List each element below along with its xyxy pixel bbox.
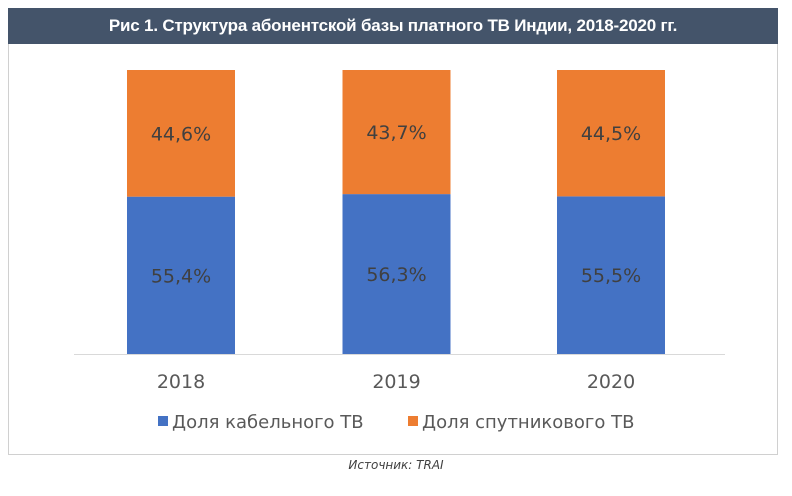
- x-tick-label: 2019: [372, 371, 420, 393]
- data-label: 43,7%: [366, 122, 426, 144]
- bar-satellite-2019: [342, 70, 451, 195]
- data-label: 55,5%: [581, 265, 641, 287]
- bar-satellite-2018: [127, 70, 235, 197]
- data-label: 56,3%: [366, 264, 426, 286]
- bar-satellite-2020: [557, 70, 665, 197]
- data-label: 44,5%: [581, 123, 641, 145]
- chart-title: Рис 1. Структура абонентской базы платно…: [8, 8, 778, 44]
- bar-cable-2020: [557, 196, 665, 354]
- x-tick-label: 2018: [157, 371, 205, 393]
- bar-cable-2019: [342, 194, 451, 354]
- legend-label: Доля кабельного ТВ: [172, 412, 364, 433]
- legend-label: Доля спутникового ТВ: [422, 412, 634, 433]
- data-label: 55,4%: [151, 265, 211, 287]
- x-tick-label: 2020: [587, 371, 635, 393]
- bar-cable-2018: [127, 196, 235, 354]
- source-note: Источник: TRAI: [348, 458, 444, 472]
- legend-swatch: [158, 416, 168, 426]
- data-label: 44,6%: [151, 123, 211, 145]
- legend-swatch: [408, 416, 418, 426]
